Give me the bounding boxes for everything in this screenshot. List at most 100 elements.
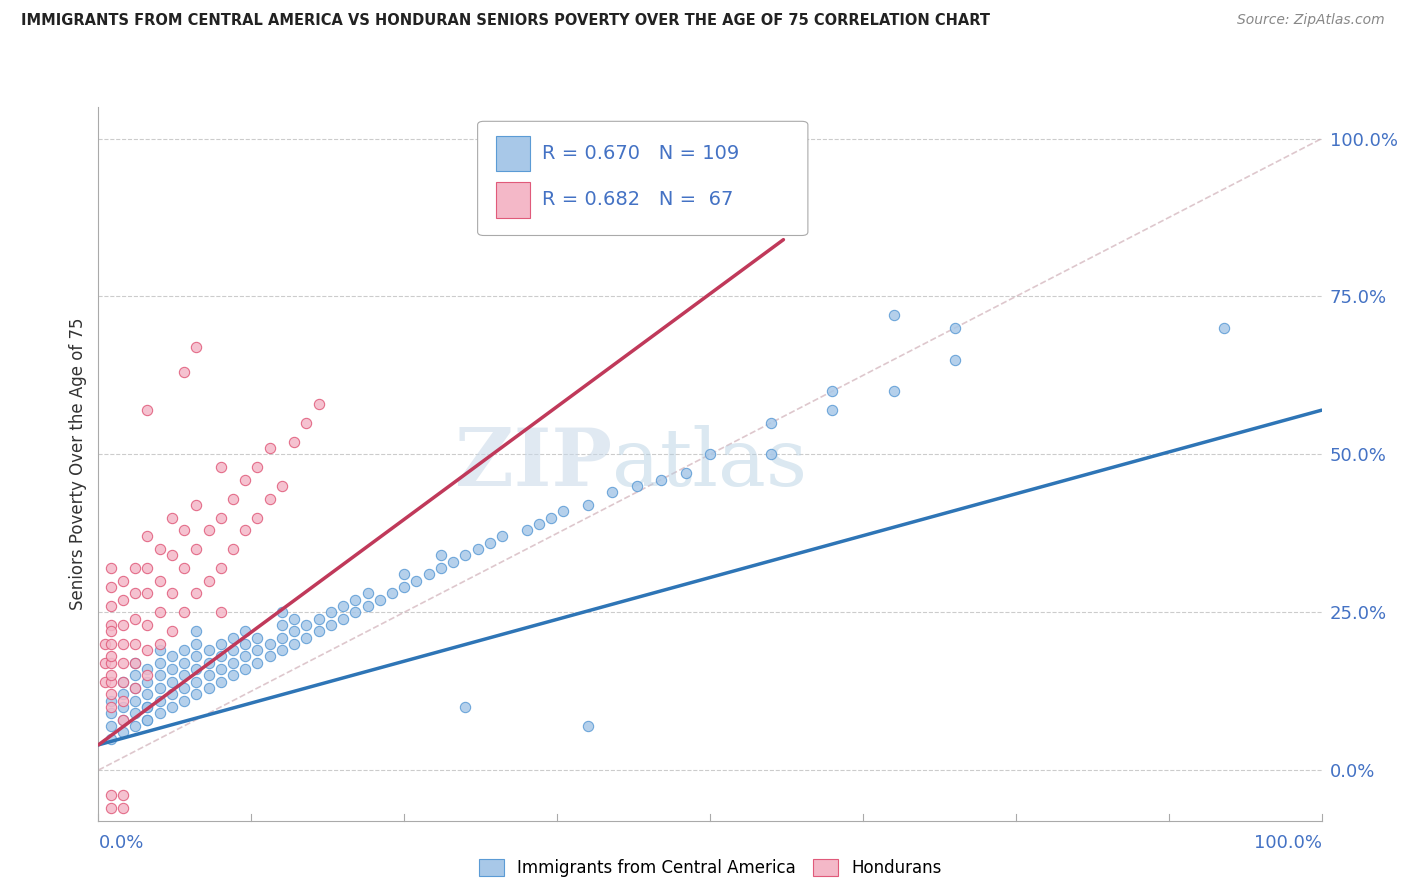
Point: [675, 467, 697, 481]
Point: [246, 510, 269, 524]
Point: [454, 700, 477, 714]
Point: [197, 574, 219, 588]
Point: [173, 561, 195, 575]
Point: [381, 586, 404, 600]
Point: [111, 637, 134, 651]
FancyBboxPatch shape: [496, 182, 530, 218]
Point: [111, 713, 134, 727]
Point: [111, 693, 134, 707]
Point: [173, 523, 195, 537]
Point: [209, 510, 232, 524]
Point: [149, 706, 172, 721]
Point: [100, 706, 122, 721]
Point: [283, 637, 305, 651]
Point: [100, 668, 122, 682]
Point: [173, 668, 195, 682]
Point: [100, 561, 122, 575]
Point: [111, 789, 134, 803]
Point: [136, 618, 159, 632]
Point: [136, 561, 159, 575]
Point: [186, 340, 208, 354]
Point: [149, 542, 172, 557]
Point: [136, 700, 159, 714]
Point: [356, 599, 378, 613]
Point: [259, 637, 281, 651]
Point: [761, 447, 783, 461]
Point: [136, 713, 159, 727]
Text: IMMIGRANTS FROM CENTRAL AMERICA VS HONDURAN SENIORS POVERTY OVER THE AGE OF 75 C: IMMIGRANTS FROM CENTRAL AMERICA VS HONDU…: [21, 13, 990, 29]
Point: [430, 549, 453, 563]
Point: [270, 605, 294, 619]
Point: [233, 649, 256, 664]
Point: [149, 643, 172, 657]
Point: [344, 592, 367, 607]
Point: [197, 523, 219, 537]
Point: [136, 586, 159, 600]
Point: [441, 555, 464, 569]
Point: [454, 549, 477, 563]
Legend: Immigrants from Central America, Hondurans: Immigrants from Central America, Hondura…: [472, 852, 948, 884]
Point: [246, 643, 269, 657]
Point: [124, 681, 146, 695]
Point: [576, 719, 599, 733]
Point: [160, 700, 183, 714]
Point: [173, 605, 195, 619]
Point: [160, 586, 183, 600]
Point: [821, 403, 844, 417]
Point: [93, 637, 115, 651]
Point: [233, 523, 256, 537]
Point: [943, 321, 966, 335]
Point: [650, 473, 672, 487]
Text: R = 0.670   N = 109: R = 0.670 N = 109: [543, 144, 740, 163]
Text: ZIP: ZIP: [456, 425, 612, 503]
Point: [111, 574, 134, 588]
Point: [100, 637, 122, 651]
Point: [222, 631, 245, 645]
Point: [100, 801, 122, 815]
Point: [100, 624, 122, 639]
Point: [626, 479, 648, 493]
Point: [209, 674, 232, 689]
Point: [222, 656, 245, 670]
Point: [270, 643, 294, 657]
Point: [368, 592, 391, 607]
Text: Source: ZipAtlas.com: Source: ZipAtlas.com: [1237, 13, 1385, 28]
Point: [418, 567, 440, 582]
Point: [553, 504, 575, 518]
Point: [233, 637, 256, 651]
Point: [186, 637, 208, 651]
Point: [100, 700, 122, 714]
Point: [222, 542, 245, 557]
Point: [883, 309, 905, 323]
Point: [160, 624, 183, 639]
Point: [100, 693, 122, 707]
Point: [149, 637, 172, 651]
Point: [136, 674, 159, 689]
Point: [111, 656, 134, 670]
Point: [173, 693, 195, 707]
Point: [111, 618, 134, 632]
Point: [222, 643, 245, 657]
Point: [356, 586, 378, 600]
Point: [149, 656, 172, 670]
Point: [136, 687, 159, 701]
Point: [111, 674, 134, 689]
Point: [283, 434, 305, 449]
Text: 0.0%: 0.0%: [98, 834, 143, 852]
Point: [124, 693, 146, 707]
Point: [136, 403, 159, 417]
Point: [186, 649, 208, 664]
Point: [270, 631, 294, 645]
Point: [149, 574, 172, 588]
Point: [111, 725, 134, 739]
Point: [209, 605, 232, 619]
Point: [209, 637, 232, 651]
Point: [1212, 321, 1234, 335]
Point: [100, 719, 122, 733]
Point: [149, 668, 172, 682]
Point: [136, 713, 159, 727]
Point: [319, 605, 342, 619]
Point: [100, 731, 122, 746]
Point: [124, 719, 146, 733]
Point: [111, 801, 134, 815]
